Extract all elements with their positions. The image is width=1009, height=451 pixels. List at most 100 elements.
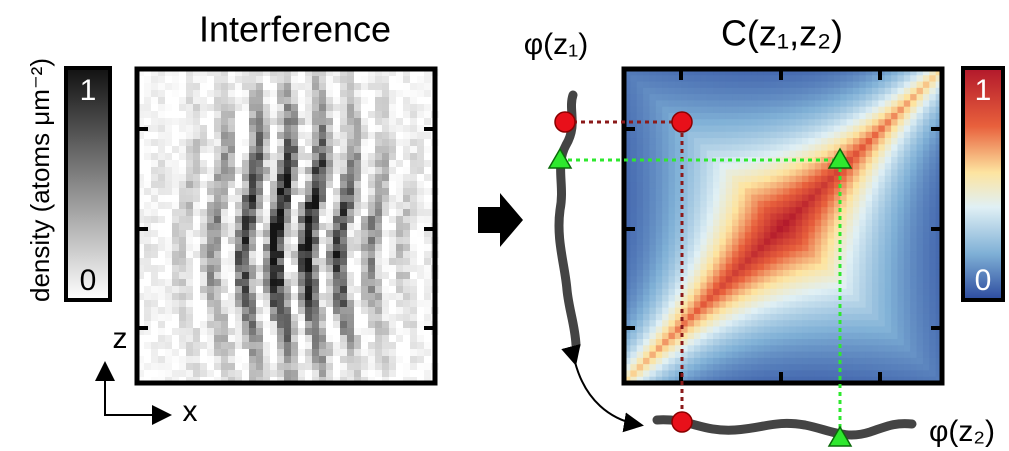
- pixel: [656, 113, 663, 120]
- pixel: [929, 113, 936, 120]
- pixel: [910, 88, 917, 95]
- pixel: [891, 119, 898, 126]
- pixel: [298, 328, 306, 336]
- pixel: [726, 132, 733, 139]
- pixel: [662, 339, 669, 346]
- pixel: [777, 257, 784, 264]
- pixel: [382, 300, 390, 308]
- pixel: [396, 118, 404, 126]
- pixel: [713, 220, 720, 227]
- pixel: [256, 104, 264, 112]
- pixel: [669, 283, 676, 290]
- pixel: [828, 295, 835, 302]
- pixel: [151, 251, 159, 259]
- pixel: [637, 239, 644, 246]
- pixel: [649, 251, 656, 258]
- pixel: [853, 126, 860, 133]
- pixel: [347, 328, 355, 336]
- pixel: [885, 257, 892, 264]
- pixel: [719, 226, 726, 233]
- pixel: [847, 283, 854, 290]
- pixel: [929, 289, 936, 296]
- pixel: [700, 151, 707, 158]
- pixel: [910, 169, 917, 176]
- pixel: [630, 245, 637, 252]
- pixel: [878, 169, 885, 176]
- pixel: [758, 289, 765, 296]
- pixel: [891, 195, 898, 202]
- pixel: [783, 295, 790, 302]
- pixel: [853, 220, 860, 227]
- pixel: [891, 345, 898, 352]
- pixel: [694, 320, 701, 327]
- pixel: [340, 153, 348, 161]
- pixel: [221, 307, 229, 315]
- pixel: [694, 144, 701, 151]
- pixel: [859, 207, 866, 214]
- pixel: [228, 251, 236, 259]
- pixel: [214, 83, 222, 91]
- pixel: [368, 188, 376, 196]
- pixel: [284, 153, 292, 161]
- pixel: [186, 223, 194, 231]
- pixel: [923, 283, 930, 290]
- pixel: [368, 139, 376, 147]
- pixel: [866, 270, 873, 277]
- pixel: [193, 76, 201, 84]
- pixel: [719, 169, 726, 176]
- pixel: [200, 181, 208, 189]
- pixel: [389, 90, 397, 98]
- left-title: Interference: [199, 9, 391, 50]
- pixel: [910, 333, 917, 340]
- pixel: [700, 201, 707, 208]
- pixel: [340, 272, 348, 280]
- pixel: [923, 232, 930, 239]
- pixel: [713, 201, 720, 208]
- pixel: [904, 257, 911, 264]
- pixel: [738, 264, 745, 271]
- pixel: [866, 113, 873, 120]
- pixel: [700, 220, 707, 227]
- pixel: [834, 94, 841, 101]
- pixel: [305, 146, 313, 154]
- pixel: [891, 364, 898, 371]
- pixel: [929, 88, 936, 95]
- pixel: [256, 314, 264, 322]
- pixel: [878, 94, 885, 101]
- pixel: [221, 132, 229, 140]
- pixel: [637, 201, 644, 208]
- pixel: [263, 258, 271, 266]
- pixel: [783, 119, 790, 126]
- pixel: [368, 216, 376, 224]
- pixel: [396, 356, 404, 364]
- pixel: [649, 276, 656, 283]
- pixel: [802, 207, 809, 214]
- pixel: [158, 349, 166, 357]
- pixel: [929, 201, 936, 208]
- pixel: [719, 289, 726, 296]
- pixel: [326, 97, 334, 105]
- pixel: [354, 139, 362, 147]
- pixel: [424, 132, 432, 140]
- pixel: [669, 188, 676, 195]
- pixel: [649, 188, 656, 195]
- pixel: [656, 132, 663, 139]
- pixel: [172, 328, 180, 336]
- pixel: [732, 169, 739, 176]
- pixel: [700, 132, 707, 139]
- pixel: [382, 139, 390, 147]
- pixel: [144, 342, 152, 350]
- pixel: [847, 358, 854, 365]
- pixel: [910, 157, 917, 164]
- pixel: [333, 181, 341, 189]
- pixel: [853, 176, 860, 183]
- pixel: [277, 209, 285, 217]
- pixel: [403, 370, 411, 378]
- pixel: [256, 356, 264, 364]
- pixel: [347, 202, 355, 210]
- pixel: [872, 308, 879, 315]
- pixel: [904, 301, 911, 308]
- pixel: [719, 345, 726, 352]
- pixel: [326, 258, 334, 266]
- pixel: [270, 279, 278, 287]
